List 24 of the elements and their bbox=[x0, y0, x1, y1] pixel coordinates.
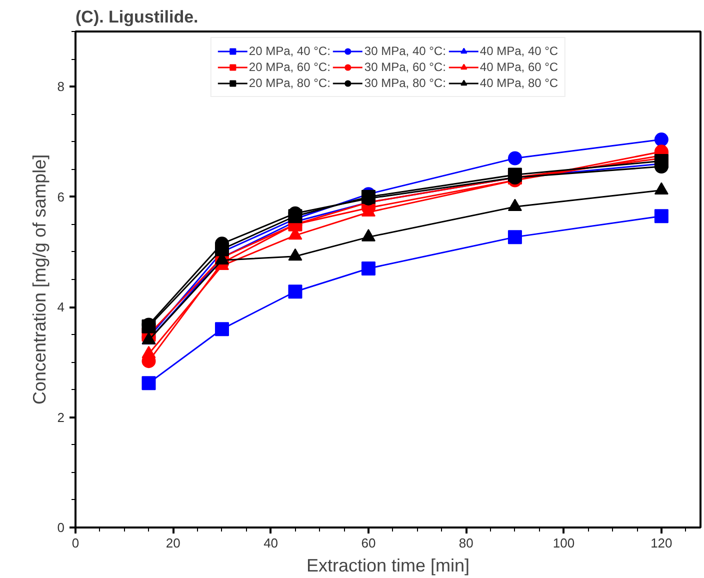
legend-label: 30 MPa, 80 °C: bbox=[364, 76, 446, 90]
x-tick-label: 20 bbox=[166, 536, 180, 550]
legend-label: 40 MPa, 60 °C bbox=[480, 60, 558, 74]
legend-label: 40 MPa, 80 °C bbox=[480, 76, 558, 90]
x-tick-label: 60 bbox=[361, 536, 376, 550]
legend-label: 20 MPa, 40 °C: bbox=[248, 44, 330, 58]
y-tick-label: 6 bbox=[57, 189, 65, 204]
x-tick-label: 100 bbox=[552, 536, 575, 550]
x-tick-label: 40 bbox=[264, 536, 278, 550]
legend-label: 40 MPa, 40 °C bbox=[480, 44, 558, 58]
legend-label: 30 MPa, 40 °C: bbox=[364, 44, 446, 58]
legend-label: 20 MPa, 80 °C: bbox=[248, 76, 330, 90]
y-tick-label: 0 bbox=[57, 520, 65, 535]
legend-label: 30 MPa, 60 °C: bbox=[364, 60, 446, 74]
chart-title: (C). Ligustilide. bbox=[76, 8, 198, 26]
x-tick-label: 0 bbox=[72, 536, 80, 550]
x-axis-title: Extraction time [min] bbox=[306, 556, 470, 576]
y-tick-label: 2 bbox=[57, 410, 65, 425]
y-tick-label: 8 bbox=[57, 79, 65, 94]
y-axis-title: Concentration [mg/g of sample] bbox=[29, 154, 50, 405]
x-tick-label: 120 bbox=[650, 536, 672, 550]
legend-label: 20 MPa, 60 °C: bbox=[248, 60, 330, 74]
x-tick-label: 80 bbox=[458, 536, 474, 550]
y-tick-label: 4 bbox=[57, 300, 65, 315]
